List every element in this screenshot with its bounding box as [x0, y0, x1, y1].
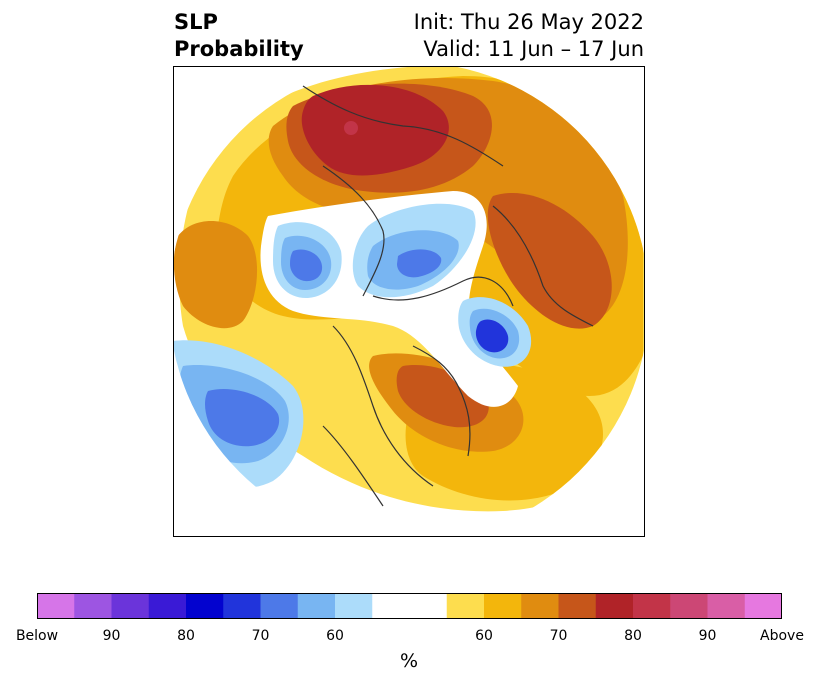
colorbar-border [37, 593, 782, 619]
colorbar-segment [223, 593, 261, 619]
colorbar-segment [409, 593, 448, 619]
contour-below-70-west [290, 249, 323, 282]
init-date-label: Init: Thu 26 May 2022 [413, 10, 644, 34]
title-variable-line1: SLP [174, 10, 218, 34]
colorbar-tick-label: 80 [177, 628, 195, 644]
colorbar-segment [446, 593, 485, 619]
colorbar-tick-label: Below [15, 628, 59, 644]
coastlines [302, 85, 594, 507]
contour-above-75-europe [487, 192, 612, 329]
colorbar-segment [297, 593, 336, 619]
colorbar-segment [148, 593, 187, 619]
valid-date-label: Valid: 11 Jun – 17 Jun [423, 37, 644, 61]
colorbar-tick-label: 60 [475, 628, 493, 644]
contour-below-70-pacific [205, 388, 280, 447]
colorbar-segment [744, 593, 782, 619]
colorbar [37, 593, 782, 619]
probability-map [173, 66, 645, 537]
title-dates: Init: Thu 26 May 2022 Valid: 11 Jun – 17… [414, 9, 644, 63]
colorbar-segment [595, 593, 634, 619]
contour-above-80-siberia [301, 84, 449, 176]
colorbar-tick-label: 60 [326, 628, 344, 644]
colorbar-tick-label: 80 [624, 628, 642, 644]
colorbar-segment [670, 593, 708, 619]
colorbar-tick-label: 90 [698, 628, 717, 644]
contour-above-85-siberia [344, 121, 358, 135]
contour-below-70-arctic [397, 249, 442, 278]
colorbar-segment [335, 593, 373, 619]
contour-below-75-hudson [475, 319, 509, 353]
colorbar-tick-label: 70 [251, 628, 270, 644]
colorbar-segment [633, 593, 671, 619]
colorbar-tick-label: 70 [549, 628, 568, 644]
colorbar-segment [558, 593, 597, 619]
colorbar-unit-label: % [399, 650, 419, 672]
contour-above-70-west [173, 221, 258, 329]
colorbar-tick-label: Above [760, 628, 804, 644]
title-variable-line2: Probability [174, 37, 304, 61]
title-variable: SLP Probability [174, 9, 304, 63]
colorbar-tick-label: 90 [102, 628, 121, 644]
map-border [173, 66, 645, 537]
colorbar-segment [111, 593, 150, 619]
colorbar-segment [484, 593, 522, 619]
colorbar-segment [372, 593, 410, 619]
colorbar-segment [260, 593, 299, 619]
probability-contours [173, 66, 645, 512]
colorbar-segment [186, 593, 224, 619]
colorbar-segment [74, 593, 112, 619]
colorbar-segment [521, 593, 559, 619]
colorbar-segment [37, 593, 75, 619]
colorbar-segment [707, 593, 746, 619]
